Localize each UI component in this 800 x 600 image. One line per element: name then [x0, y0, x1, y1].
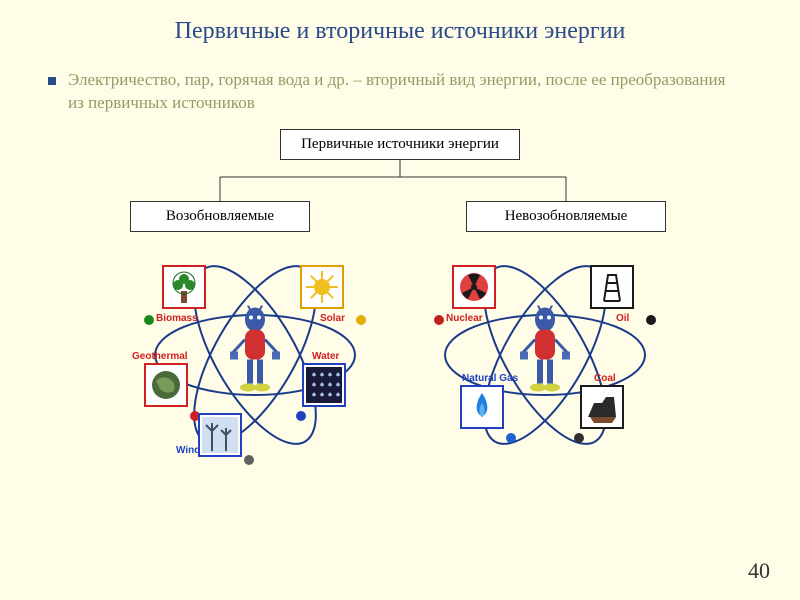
- tree-left-box: Возобновляемые: [130, 201, 310, 232]
- biomass-card: [162, 265, 206, 309]
- oil-card: [590, 265, 634, 309]
- wind-card: [198, 413, 242, 457]
- nuclear-label: Nuclear: [446, 313, 483, 324]
- naturalgas-label: Natural Gas: [462, 373, 518, 384]
- atom-diagrams-row: Biomass Solar Geothermal Water Wind Nuclear O…: [0, 245, 800, 465]
- tree-diagram: Первичные источники энергии Возобновляем…: [0, 129, 800, 239]
- ant-character-icon: [518, 305, 572, 395]
- page-number: 40: [748, 558, 770, 584]
- coal-card: [580, 385, 624, 429]
- geothermal-card: [144, 363, 188, 407]
- water-label: Water: [312, 351, 339, 362]
- water-electron-dot: [296, 411, 306, 421]
- slide-title: Первичные и вторичные источники энергии: [0, 0, 800, 45]
- oil-electron-dot: [646, 315, 656, 325]
- ant-character-icon: [228, 305, 282, 395]
- naturalgas-card: [460, 385, 504, 429]
- bullet-text: Электричество, пар, горячая вода и др. –…: [68, 69, 728, 115]
- nuclear-electron-dot: [434, 315, 444, 325]
- oil-label: Oil: [616, 313, 629, 324]
- wind-electron-dot: [244, 455, 254, 465]
- solar-electron-dot: [356, 315, 366, 325]
- bullet-row: Электричество, пар, горячая вода и др. –…: [48, 69, 728, 115]
- wind-label: Wind: [176, 445, 200, 456]
- solar-label: Solar: [320, 313, 345, 324]
- tree-root-box: Первичные источники энергии: [280, 129, 520, 160]
- coal-label: Coal: [594, 373, 616, 384]
- naturalgas-electron-dot: [506, 433, 516, 443]
- geothermal-label: Geothermal: [132, 351, 188, 362]
- coal-electron-dot: [574, 433, 584, 443]
- biomass-label: Biomass: [156, 313, 198, 324]
- water-card: [302, 363, 346, 407]
- tree-right-box: Невозобновляемые: [466, 201, 666, 232]
- bullet-marker: [48, 77, 56, 85]
- biomass-electron-dot: [144, 315, 154, 325]
- nonrenewable-atom: Nuclear Oil Natural Gas Coal: [430, 245, 660, 465]
- renewable-atom: BiomassSolarGeothermalWaterWind: [140, 245, 370, 465]
- nuclear-card: [452, 265, 496, 309]
- solar-card: [300, 265, 344, 309]
